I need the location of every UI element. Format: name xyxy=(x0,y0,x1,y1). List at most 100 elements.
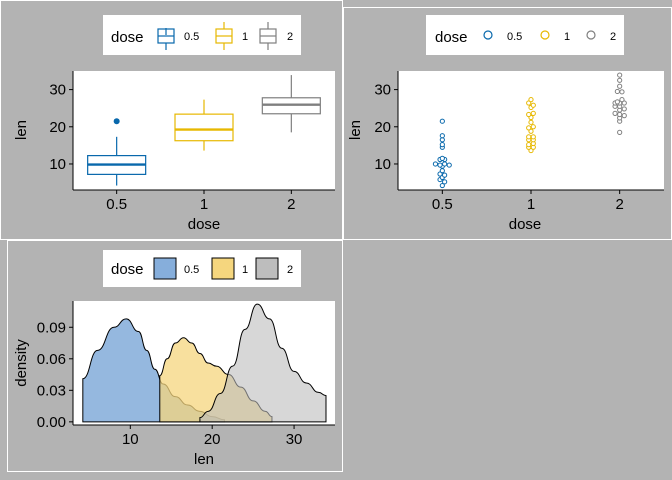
dot-0-5-5 xyxy=(432,161,439,167)
legend-title: dose xyxy=(111,261,144,278)
legend-key-2 xyxy=(259,22,277,50)
x-tick-label-0-5: 0.5 xyxy=(106,196,127,213)
legend-label-0-5: 0.5 xyxy=(184,264,199,276)
dot-0-5-9 xyxy=(442,172,448,178)
panel-boxplot-frame xyxy=(0,0,343,240)
box-1 xyxy=(174,113,234,142)
x-tick-label-2: 2 xyxy=(287,196,295,213)
dotplot-axes: 0.5 1 2 10 20 30 xyxy=(374,82,624,213)
boxplot-axes: 0.5 1 2 10 20 30 xyxy=(49,82,295,213)
dot-2-1 xyxy=(617,129,623,135)
dot-0-5-1 xyxy=(439,155,445,161)
density-panel: dose 0.5 1 2 10 20 300.000.030.060.09 len … xyxy=(13,250,335,468)
dot-2-5 xyxy=(617,77,623,83)
dot-1-14 xyxy=(530,124,536,130)
legend-key-0-5 xyxy=(483,30,493,40)
legend-boxplot: dose 0.5 1 2 xyxy=(103,15,301,55)
dot-2-6 xyxy=(614,99,620,105)
dot-2-9 xyxy=(614,88,620,95)
dot-2-19 xyxy=(621,113,627,119)
dot-2-17 xyxy=(619,97,625,103)
legend-density: dose 0.5 1 2 xyxy=(103,250,301,287)
legend-label-2: 2 xyxy=(610,31,616,43)
dot-1-16 xyxy=(530,102,536,108)
y-tick-label-2: 0.06 xyxy=(37,351,66,368)
x-axis-title: len xyxy=(194,451,214,468)
dotplot-marks xyxy=(432,72,627,189)
dot-0-5-8 xyxy=(442,179,448,185)
dot-1-5 xyxy=(530,134,536,140)
legend-label-2: 2 xyxy=(287,31,293,43)
density-area-2 xyxy=(199,303,327,423)
y-tick-label-0: 10 xyxy=(374,156,391,173)
dot-2-14 xyxy=(621,106,627,112)
x-tick-label-10: 10 xyxy=(122,431,139,448)
x-tick-label-0-5: 0.5 xyxy=(432,196,453,213)
y-tick-label-3: 0.09 xyxy=(37,319,66,336)
dot-0-5-15 xyxy=(442,161,448,167)
dot-0-5-11 xyxy=(439,118,445,124)
dot-1-12 xyxy=(530,110,536,116)
legend-label-2: 2 xyxy=(287,264,293,276)
box-0-5-outlier-0 xyxy=(113,118,120,125)
legend-label-0-5: 0.5 xyxy=(184,31,199,43)
dot-2-18 xyxy=(619,89,625,95)
dot-0-5-12 xyxy=(439,133,445,139)
dot-1-8 xyxy=(528,128,534,134)
legend-key-0-5 xyxy=(153,257,177,280)
legend-title: dose xyxy=(111,29,144,46)
x-tick-label-1: 1 xyxy=(200,196,208,213)
dot-0-5-18 xyxy=(439,137,445,143)
dot-1-11 xyxy=(526,111,532,118)
dot-2-2 xyxy=(617,72,623,78)
legend-label-1: 1 xyxy=(242,264,248,276)
x-tick-label-30: 30 xyxy=(286,431,303,448)
x-axis-title: dose xyxy=(188,216,221,233)
dot-1-13 xyxy=(526,100,532,106)
dot-1-2 xyxy=(526,142,532,148)
boxplot-marks xyxy=(87,75,321,186)
dot-1-6 xyxy=(528,147,534,154)
dot-1-17 xyxy=(528,119,534,125)
legend-key-2 xyxy=(586,30,596,40)
legend-key-2 xyxy=(255,257,279,280)
legend-key-1 xyxy=(215,22,233,50)
y-tick-label-1: 20 xyxy=(374,119,391,136)
legend-label-1: 1 xyxy=(242,31,248,43)
legend-label-0-5: 0.5 xyxy=(507,31,522,43)
legend-label-1: 1 xyxy=(564,31,570,43)
y-tick-label-2: 30 xyxy=(49,82,66,99)
dot-1-19 xyxy=(528,97,534,103)
x-tick-label-1: 1 xyxy=(527,196,535,213)
dot-0-5-2 xyxy=(437,171,443,177)
y-axis-title: density xyxy=(13,339,30,387)
dot-2-8 xyxy=(617,111,623,118)
y-tick-label-1: 20 xyxy=(49,119,66,136)
dot-0-5-0 xyxy=(439,182,445,189)
dot-2-15 xyxy=(617,83,623,89)
dot-2-0 xyxy=(612,110,618,116)
y-tick-label-0: 0.00 xyxy=(37,414,66,431)
legend-key-0-5 xyxy=(157,28,175,50)
y-tick-label-1: 0.03 xyxy=(37,382,66,399)
legend-key-1 xyxy=(211,257,235,280)
dot-1-10 xyxy=(526,125,532,131)
dot-0-5-13 xyxy=(437,162,443,168)
dotplot-panel: dose 0.5 1 2 0.5 1 2 10 20 30 dose len xyxy=(347,15,664,233)
legend-title: dose xyxy=(435,29,468,46)
dot-2-16 xyxy=(621,100,627,106)
y-axis-title: len xyxy=(347,120,364,140)
panel-density-frame xyxy=(7,240,343,472)
y-tick-label-2: 30 xyxy=(374,82,391,99)
x-tick-label-2: 2 xyxy=(615,196,623,213)
dot-1-3 xyxy=(526,134,532,140)
x-axis-title: dose xyxy=(509,216,542,233)
density-axes: 10 20 30 0.00 0.03 0.06 0.09 xyxy=(37,319,303,448)
dot-0-5-16 xyxy=(439,168,445,174)
y-tick-label-0: 10 xyxy=(49,156,66,173)
x-tick-label-20: 20 xyxy=(204,431,221,448)
dot-0-5-10 xyxy=(439,142,445,148)
dot-0-5-19 xyxy=(446,162,452,168)
density-marks xyxy=(82,303,327,423)
legend-dotplot: dose 0.5 1 2 xyxy=(426,15,624,55)
